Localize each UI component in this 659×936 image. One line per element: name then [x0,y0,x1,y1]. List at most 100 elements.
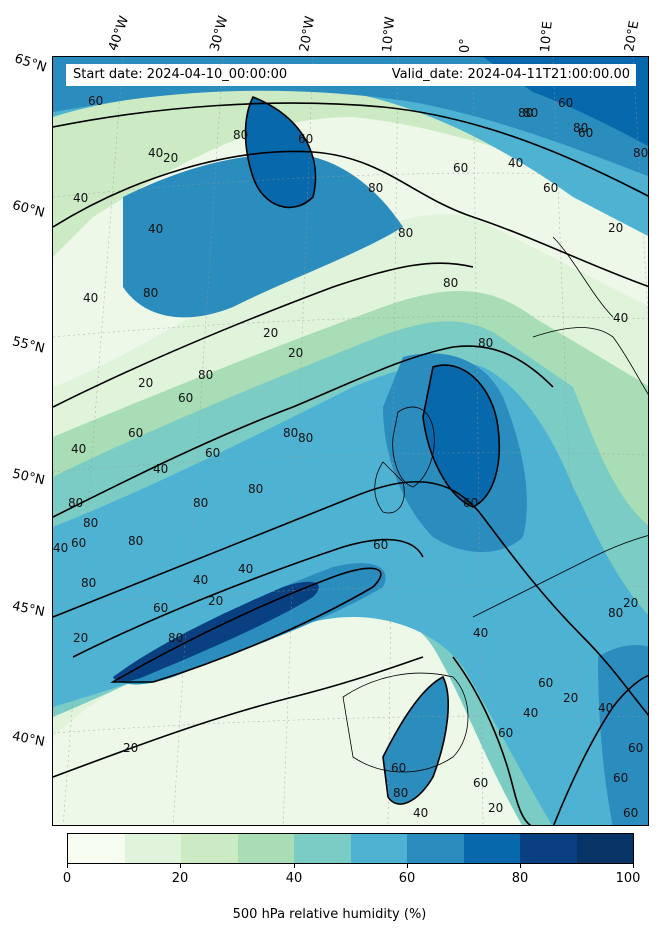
contour-label: 60 [623,806,638,820]
contour-label: 80 [398,226,413,240]
contour-label: 60 [128,426,143,440]
contour-label: 60 [391,761,406,775]
humidity-map: 40 20 80 60 40 40 40 80 20 20 20 80 60 6… [52,56,649,826]
colorbar-tick-label: 20 [171,871,189,886]
contour-label: 60 [558,96,573,110]
contour-label: 40 [71,442,86,456]
lon-label-0: 0° [458,38,473,53]
colorbar-tick-label: 60 [398,871,416,886]
contour-label: 60 [463,496,478,510]
contour-label: 20 [208,594,223,608]
contour-label: 80 [128,534,143,548]
contour-label: 80 [193,496,208,510]
contour-label: 40 [508,156,523,170]
lat-label-60n: 60°N [10,198,47,221]
contour-label: 80 [518,106,533,120]
contour-label: 80 [523,106,538,120]
contour-label: 40 [613,311,628,325]
contour-label: 60 [473,776,488,790]
lat-label-45n: 45°N [10,598,46,621]
valid-date-label: Valid_date: 2024-04-11T21:00:00.00 [391,67,630,82]
contour-label: 80 [248,482,263,496]
info-bar: Start date: 2024-04-10_00:00:00 Valid_da… [66,64,636,86]
contour-label: 60 [205,446,220,460]
contour-label: 40 [53,541,68,555]
contour-label: 40 [413,806,428,820]
contour-label: 20 [263,326,278,340]
colorbar-swatch [181,834,238,863]
colorbar-title: 500 hPa relative humidity (%) [232,907,427,922]
contour-label: 60 [613,771,628,785]
lon-label-30w: 30°W [207,14,232,53]
contour-label: 80 [633,146,648,160]
lon-label-20w: 20°W [297,15,319,54]
contour-label: 60 [373,538,388,552]
contour-label: 80 [478,336,493,350]
colorbar-tick [180,864,181,868]
colorbar-swatch [350,834,407,863]
contour-label: 80 [573,121,588,135]
lat-label-50n: 50°N [10,466,47,489]
contour-label: 20 [288,346,303,360]
colorbar-swatch [520,834,577,863]
contour-label: 80 [608,606,623,620]
colorbar-swatch [294,834,351,863]
contour-label: 40 [473,626,488,640]
colorbar-swatch [68,834,125,863]
contour-label: 20 [73,631,88,645]
contour-label: 40 [148,146,163,160]
contour-label: 60 [628,741,643,755]
contour-label: 40 [523,706,538,720]
lat-label-65n: 65°N [12,51,49,76]
contour-label: 20 [163,151,178,165]
contour-label: 20 [623,596,638,610]
colorbar-swatch [124,834,181,863]
contour-label: 40 [193,573,208,587]
humidity-field: 40 20 80 60 40 40 40 80 20 20 20 80 60 6… [53,57,648,825]
colorbar-tick-label: 80 [511,871,529,886]
contour-label: 60 [578,126,593,140]
contour-label: 60 [153,601,168,615]
lat-label-55n: 55°N [10,334,47,357]
contour-label: 60 [538,676,553,690]
contour-label: 80 [143,286,158,300]
lon-label-20e: 20°E [622,19,643,54]
colorbar-swatch [463,834,520,863]
contour-label: 20 [608,221,623,235]
colorbar-tick-label: 0 [62,871,72,886]
contour-label: 40 [83,291,98,305]
colorbar-swatch [407,834,464,863]
contour-label: 80 [83,516,98,530]
lon-label-10e: 10°E [538,20,556,54]
contour-label: 40 [148,222,163,236]
contour-label: 60 [498,726,513,740]
contour-label: 80 [283,426,298,440]
lon-label-10w: 10°W [380,15,399,53]
contour-label: 80 [393,786,408,800]
colorbar-tick [67,864,68,868]
contour-label: 60 [453,161,468,175]
contour-label: 40 [153,462,168,476]
contour-label: 60 [298,132,313,146]
colorbar-tick-label: 40 [285,871,303,886]
contour-label: 40 [73,191,88,205]
contour-label: 80 [168,631,183,645]
contour-label: 20 [123,741,138,755]
contour-label: 40 [598,701,613,715]
colorbar-tick [633,864,634,868]
contour-label: 80 [68,496,83,510]
contour-label: 60 [178,391,193,405]
colorbar-tick [294,864,295,868]
contour-label: 20 [563,691,578,705]
contour-label: 80 [443,276,458,290]
contour-label: 20 [138,376,153,390]
colorbar-tick-label: 100 [615,871,641,886]
colorbar-swatch [576,834,633,863]
contour-label: 20 [488,801,503,815]
lat-label-40n: 40°N [10,729,46,750]
colorbar-swatch [237,834,294,863]
contour-label: 80 [298,431,313,445]
contour-label: 80 [81,576,96,590]
colorbar-tick [520,864,521,868]
contour-label: 60 [543,181,558,195]
